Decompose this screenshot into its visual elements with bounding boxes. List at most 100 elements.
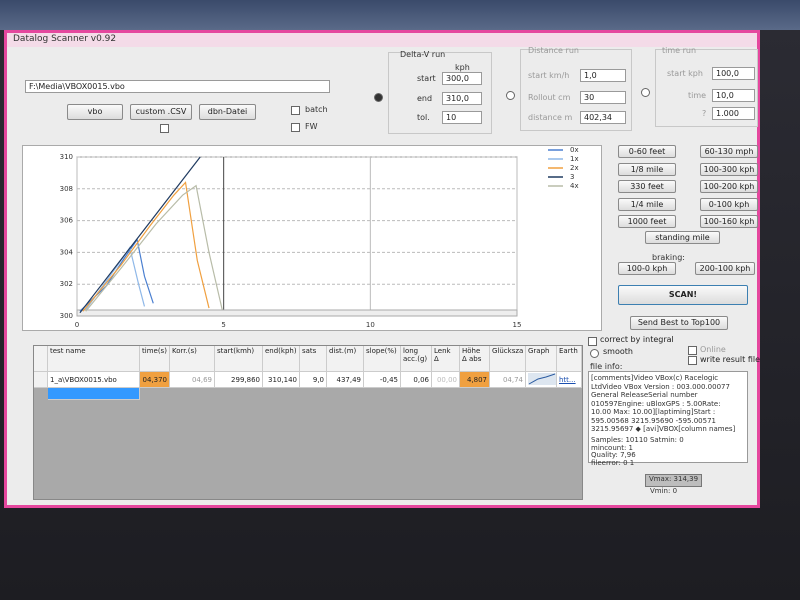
file-info-line: 595.00568 3215.95690 -595.00571	[591, 416, 716, 425]
group-box	[388, 52, 492, 134]
preset-button[interactable]: 100-300 kph	[700, 162, 758, 176]
row-header	[34, 372, 48, 388]
column-header[interactable]: slope(%)	[364, 346, 401, 372]
file-info-box	[588, 371, 748, 463]
field-input[interactable]: 100,0	[712, 67, 755, 80]
preset-button[interactable]: 0-60 feet	[618, 145, 676, 158]
field-input[interactable]: 30	[580, 91, 626, 104]
load-button[interactable]: dbn-Datei	[199, 104, 256, 120]
column-header[interactable]: Glücksza	[490, 346, 526, 372]
column-header[interactable]: end(kph)	[263, 346, 300, 372]
field-input[interactable]: 10,0	[712, 89, 755, 102]
field-label: start	[417, 74, 436, 83]
field-label: start kph	[667, 69, 703, 78]
column-header[interactable]: start(kmh)	[215, 346, 263, 372]
field-label: ?	[702, 109, 707, 118]
file-info-line: General ReleaseSerial number	[591, 391, 698, 399]
file-info-line: 010597Engine: uBloxGPS : 5.00Rate:	[591, 399, 721, 408]
table-cell: 04,370	[140, 372, 170, 388]
preset-button[interactable]: 1000 feet	[618, 215, 676, 228]
table-cell: 310,140	[263, 372, 300, 388]
column-header[interactable]: Höhe Δ abs	[460, 346, 490, 372]
field-input[interactable]: 1.000	[712, 107, 755, 120]
file-info-stat: mincount: 1	[591, 443, 633, 452]
checkbox[interactable]	[291, 106, 300, 115]
group-box	[655, 49, 758, 127]
column-header[interactable]: long acc.(g)	[401, 346, 432, 372]
table-cell: 04,69	[170, 372, 215, 388]
field-label: start km/h	[528, 71, 570, 80]
checkbox-label: FW	[305, 122, 318, 131]
checkbox-label: batch	[305, 105, 328, 114]
preset-button[interactable]: 100-200 kph	[700, 180, 758, 193]
radio-label: smooth	[603, 347, 633, 356]
checkbox[interactable]	[588, 337, 597, 346]
preset-button[interactable]: 1/4 mile	[618, 197, 676, 211]
field-input[interactable]: 310,0	[442, 92, 482, 105]
preset-button[interactable]: 60-130 mph	[700, 145, 758, 158]
preset-button[interactable]: 0-100 kph	[700, 197, 758, 211]
preset-button[interactable]: standing mile	[645, 231, 720, 244]
load-button[interactable]: custom .CSV	[130, 104, 192, 120]
file-info-label: file info:	[590, 362, 623, 371]
column-header[interactable]: Earth	[557, 346, 582, 372]
field-input[interactable]: 10	[442, 111, 482, 124]
vmin-label: Vmin: 0	[650, 487, 678, 495]
column-header[interactable]: dist.(m)	[327, 346, 364, 372]
table-cell: 0,06	[401, 372, 432, 388]
preset-button[interactable]: 200-100 kph	[695, 262, 755, 275]
column-header[interactable]: Lenk Δ	[432, 346, 460, 372]
field-input[interactable]: 300,0	[442, 72, 482, 85]
group-box	[520, 49, 632, 131]
vmax-label: Vmax: 314,39	[645, 474, 702, 487]
window-title: Datalog Scanner v0.92	[13, 34, 117, 44]
preset-button[interactable]: 100-160 kph	[700, 215, 758, 228]
column-header[interactable]: sats	[300, 346, 327, 372]
preset-button[interactable]: 330 feet	[618, 180, 676, 193]
group-title: Delta-V run	[400, 50, 446, 59]
column-header[interactable]: test name	[48, 346, 140, 372]
radio[interactable]	[374, 93, 383, 102]
chart-panel	[22, 145, 602, 331]
path-field[interactable]: F:\Media\VBOX0015.vbo	[25, 80, 330, 93]
radio[interactable]	[590, 349, 599, 358]
table-cell	[526, 372, 557, 388]
preset-button[interactable]: 100-0 kph	[618, 262, 676, 275]
new-row	[48, 388, 140, 400]
file-info-stat: Quality: 7,96	[591, 451, 636, 459]
column-header[interactable]: time(s)	[140, 346, 170, 372]
file-info-line: 10.00 Max: 10.00][laptiming]Start :	[591, 408, 716, 416]
radio[interactable]	[641, 88, 650, 97]
preset-button[interactable]: 1/8 mile	[618, 162, 676, 176]
table-cell: 00,00	[432, 372, 460, 388]
checkbox[interactable]	[291, 123, 300, 132]
checkbox[interactable]	[688, 346, 697, 355]
load-button[interactable]: vbo	[67, 104, 123, 120]
table-cell: 1_a\VBOX0015.vbo	[48, 372, 140, 388]
field-label: distance m	[528, 113, 573, 122]
table-cell: -0,45	[364, 372, 401, 388]
file-info-line: LtdVideo VBox Version : 003.000.00077	[591, 382, 730, 391]
table-cell: 9,0	[300, 372, 327, 388]
send-button[interactable]: Send Best to Top100	[630, 316, 728, 330]
group-title: Distance run	[528, 46, 579, 55]
column-header[interactable]: Graph	[526, 346, 557, 372]
scan-button[interactable]: SCAN!	[618, 285, 748, 305]
column-header[interactable]: Korr.(s)	[170, 346, 215, 372]
graph-thumb	[528, 373, 556, 385]
checkbox-label: write result file	[700, 355, 761, 364]
field-input[interactable]: 402,34	[580, 111, 626, 124]
file-info-line: 3215.95697 ◆ [avi]VBOX[column names]	[591, 425, 736, 433]
field-label: tol.	[417, 113, 430, 122]
table-cell[interactable]: htt...	[557, 372, 582, 388]
file-info-line: [comments]Video VBox(c) Racelogic	[591, 374, 719, 382]
field-label: time	[688, 91, 707, 100]
radio[interactable]	[506, 91, 515, 100]
checkbox-label: Online	[700, 345, 726, 354]
checkbox[interactable]	[160, 124, 169, 133]
checkbox[interactable]	[688, 356, 697, 365]
field-label: end	[417, 94, 433, 103]
file-info-stat: Samples: 10110 Satmin: 0	[591, 436, 684, 444]
field-input[interactable]: 1,0	[580, 69, 626, 82]
file-info-stat: fileerror: 0 1	[591, 458, 635, 467]
